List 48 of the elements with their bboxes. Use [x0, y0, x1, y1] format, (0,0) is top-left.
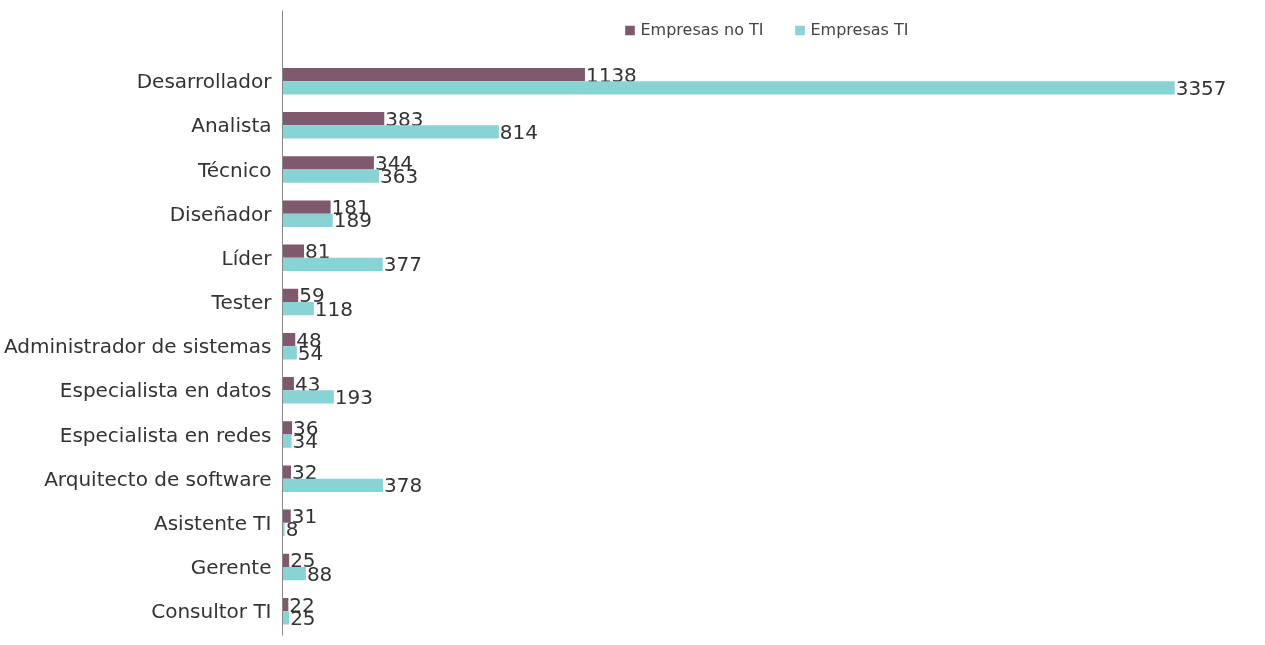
- bar: [282, 169, 379, 183]
- bar: [282, 434, 292, 448]
- legend-label: Empresas TI: [810, 20, 909, 39]
- data-label: 383: [385, 106, 424, 131]
- bar: [282, 390, 334, 404]
- data-label: 81: [305, 239, 331, 264]
- bar: [282, 465, 291, 479]
- y-tick-label: Líder: [221, 245, 273, 270]
- bar: [282, 244, 305, 258]
- bar: [282, 509, 291, 523]
- y-tick-label: Analista: [191, 113, 272, 138]
- y-tick-label: Técnico: [196, 157, 272, 182]
- bar: [282, 332, 296, 347]
- data-label: 3357: [1175, 75, 1227, 100]
- data-label: 43: [294, 371, 321, 396]
- bar: [282, 478, 383, 492]
- bar: [282, 288, 299, 303]
- bar: [282, 156, 374, 170]
- bar: [282, 567, 306, 581]
- bar: [282, 112, 385, 126]
- bar: [282, 522, 285, 537]
- bar: [282, 257, 383, 272]
- bar: [282, 125, 499, 139]
- data-label: 378: [383, 473, 423, 498]
- data-label: 1138: [585, 62, 637, 87]
- y-tick-label: Consultor TI: [151, 599, 272, 624]
- y-tick-label: Desarrollador: [136, 69, 273, 94]
- bar: [282, 200, 331, 214]
- y-tick-label: Tester: [210, 290, 273, 315]
- bar: [282, 346, 297, 360]
- y-tick-label: Diseñador: [169, 201, 273, 226]
- data-label: 377: [383, 252, 422, 277]
- y-tick-label: Asistente TI: [153, 510, 272, 535]
- y-tick-label: Gerente: [190, 555, 272, 580]
- legend-label: Empresas no TI: [640, 20, 764, 39]
- bar: [282, 421, 293, 435]
- bar: [282, 81, 1175, 95]
- y-tick-label: Administrador de sistemas: [3, 334, 272, 359]
- y-tick-label: Arquitecto de software: [44, 466, 272, 491]
- bar: [282, 67, 585, 82]
- y-tick-label: Especialista en datos: [59, 378, 272, 403]
- bar: [282, 213, 333, 227]
- data-label: 814: [499, 119, 539, 144]
- data-label: 32: [292, 460, 318, 485]
- y-tick-label: Especialista en redes: [59, 422, 272, 447]
- bar: [282, 377, 294, 391]
- data-label: 193: [334, 384, 373, 409]
- bar: [282, 302, 314, 316]
